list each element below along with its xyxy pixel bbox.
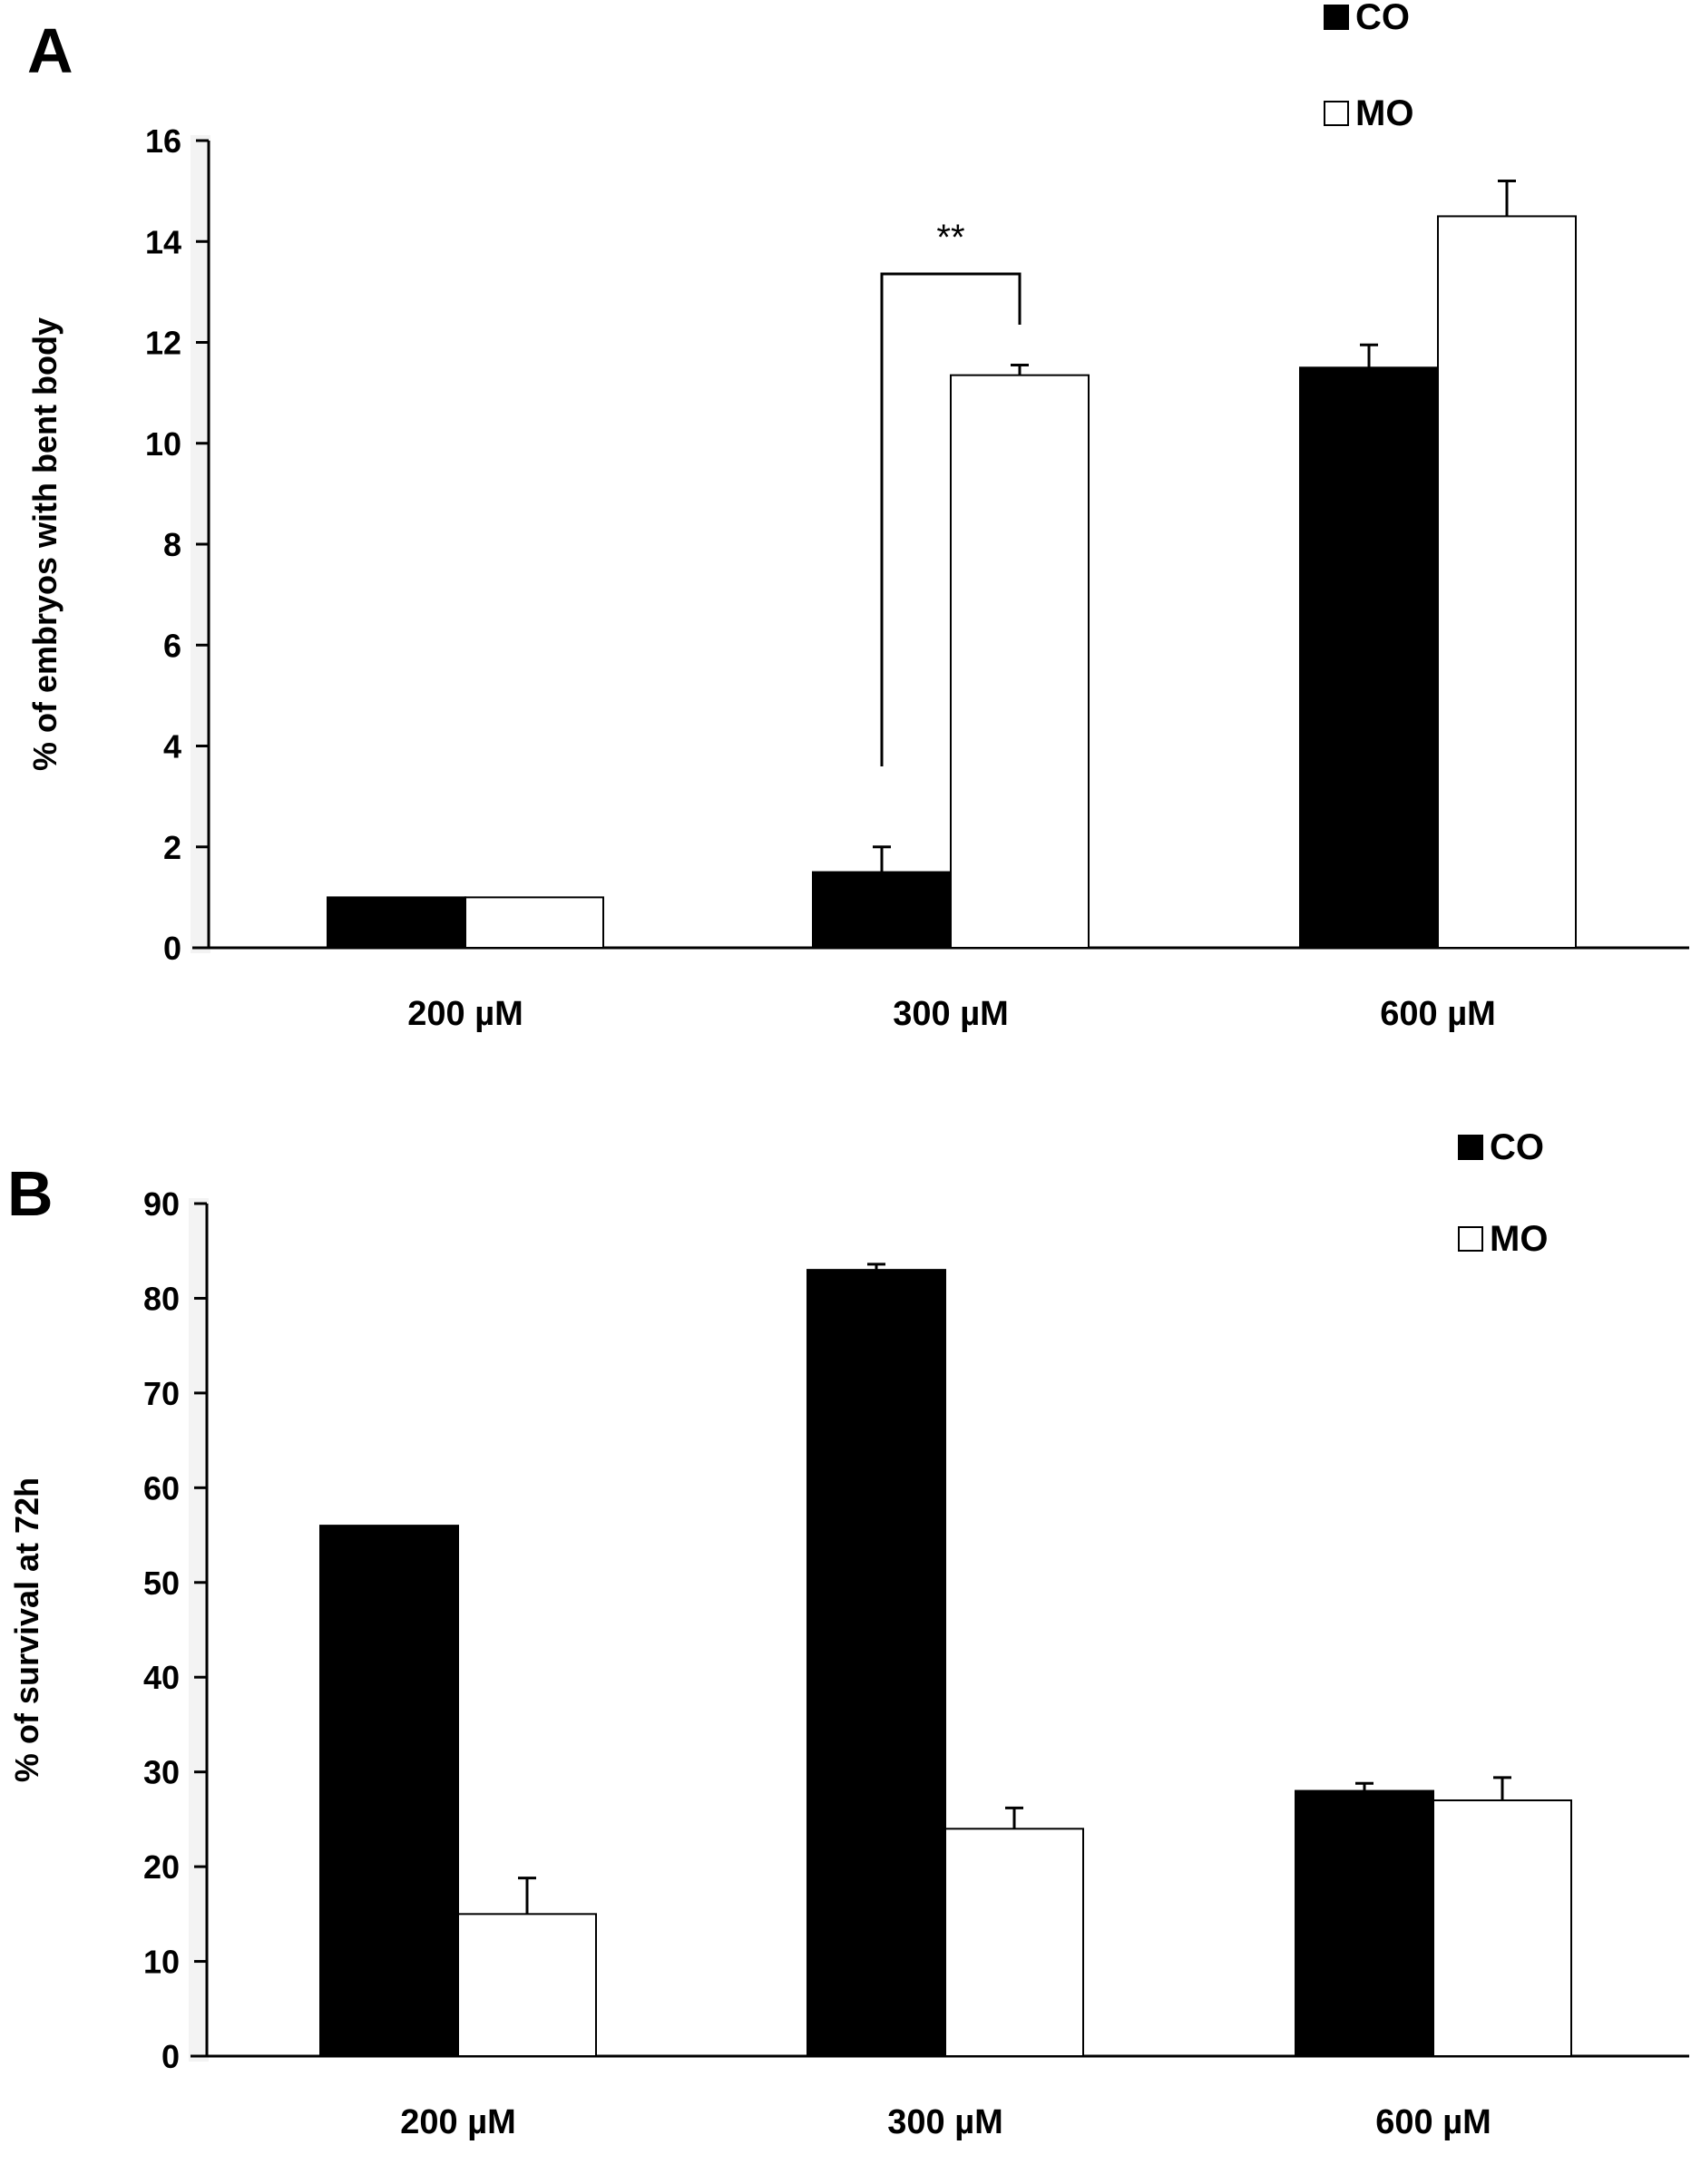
panel-a-bar-co — [1299, 366, 1439, 949]
panel-a-category-label: 600 µM — [1380, 995, 1496, 1033]
panel-b-legend-swatch-mo — [1458, 1226, 1483, 1252]
panel-b-y-tick-label: 10 — [143, 1944, 180, 1981]
panel-b-bar-co — [1295, 1789, 1434, 2057]
panel-b-y-tick-label: 90 — [143, 1185, 180, 1223]
panel-a-legend-swatch-mo — [1324, 101, 1349, 126]
panel-b: B 0 10 20 30 40 50 60 70 80 90 % of survival at 72… — [7, 1127, 1689, 2141]
panel-a-bar-mo — [464, 896, 604, 949]
panel-b-category-label: 600 µM — [1375, 2103, 1491, 2141]
panel-b-y-axis-title: % of survival at 72h — [8, 1477, 45, 1782]
panel-a-y-tick-label: 10 — [145, 425, 181, 463]
panel-a: A 0 2 4 6 8 10 12 14 16 % of embryos with bent bo… — [26, 0, 1689, 1033]
panel-b-bar-mo — [1432, 1799, 1572, 2057]
panel-a-y-tick-label: 16 — [145, 122, 181, 160]
panel-b-axis-shadow — [189, 1198, 209, 2062]
panel-a-letter: A — [27, 15, 73, 86]
panel-b-y-tick-label: 40 — [143, 1659, 180, 1696]
panel-b-bar-co — [807, 1269, 946, 2057]
panel-a-y-tick-label: 4 — [163, 728, 181, 765]
panel-a-category-label: 300 µM — [893, 995, 1009, 1033]
panel-b-legend-label-co: CO — [1490, 1127, 1544, 1167]
panel-b-y-tick-label: 50 — [143, 1565, 180, 1602]
panel-b-category-label: 300 µM — [887, 2103, 1003, 2141]
panel-a-bar-co — [812, 871, 952, 949]
panel-a-bar-mo — [950, 374, 1090, 949]
panel-b-legend-swatch-co — [1458, 1135, 1483, 1160]
panel-a-y-tick-label: 0 — [163, 930, 181, 967]
panel-b-y-tick-label: 80 — [143, 1280, 180, 1317]
panel-a-bar-co — [327, 896, 466, 949]
panel-b-category-label: 200 µM — [400, 2103, 516, 2141]
panel-b-legend-label-mo: MO — [1490, 1219, 1548, 1259]
panel-a-y-tick-label: 2 — [163, 829, 181, 866]
panel-b-y-tick-label: 0 — [161, 2038, 180, 2075]
panel-a-legend-swatch-co — [1324, 5, 1349, 30]
panel-a-y-tick-label: 14 — [145, 223, 181, 260]
panel-a-category-label: 200 µM — [407, 995, 523, 1033]
panel-b-y-tick-label: 30 — [143, 1754, 180, 1791]
panel-a-legend-label-mo: MO — [1355, 93, 1413, 133]
panel-a-bar-mo — [1437, 215, 1577, 949]
panel-b-bar-co — [319, 1525, 459, 2057]
panel-a-significance-label: ** — [936, 218, 964, 258]
panel-b-y-tick-label: 20 — [143, 1848, 180, 1886]
panel-a-y-tick-label: 8 — [163, 526, 181, 563]
panel-a-y-axis-title: % of embryos with bent body — [26, 317, 64, 771]
panel-b-y-tick-label: 70 — [143, 1375, 180, 1412]
panel-a-legend-label-co: CO — [1355, 0, 1410, 37]
panel-a-significance-bracket — [880, 272, 1022, 766]
panel-b-bar-mo — [457, 1913, 597, 2057]
panel-a-y-tick-label: 12 — [145, 325, 181, 362]
panel-b-letter: B — [7, 1158, 54, 1229]
panel-b-y-tick-label: 60 — [143, 1469, 180, 1506]
panel-a-y-tick-label: 6 — [163, 627, 181, 664]
panel-b-bar-mo — [944, 1828, 1084, 2058]
